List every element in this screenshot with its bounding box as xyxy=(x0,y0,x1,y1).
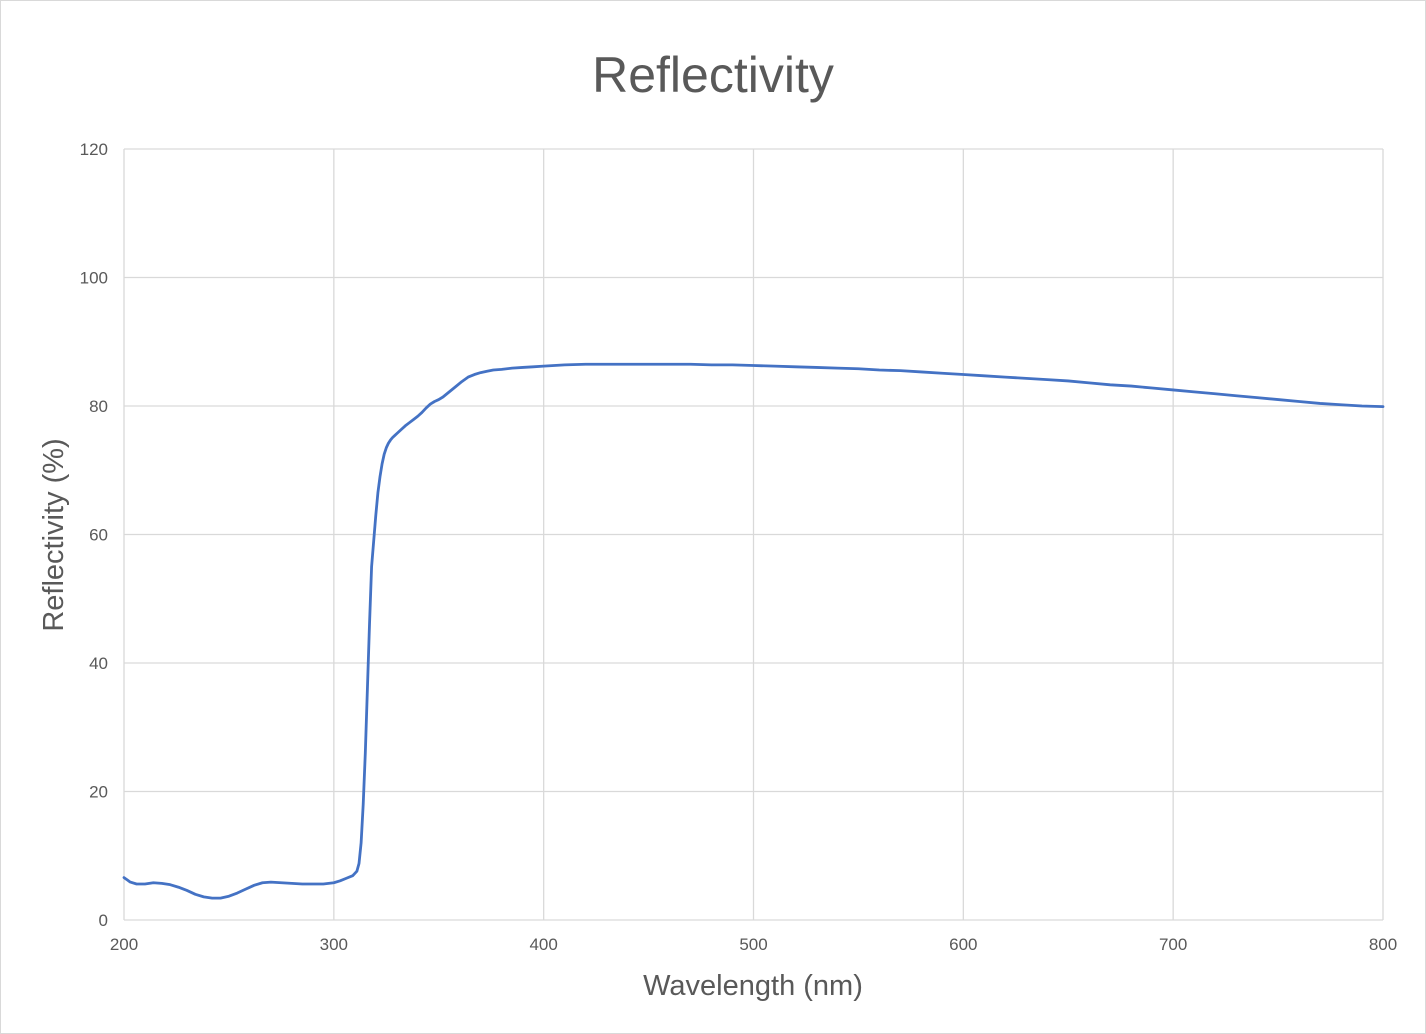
x-axis-title: Wavelength (nm) xyxy=(643,970,863,1002)
y-tick-label: 120 xyxy=(80,140,108,159)
x-tick-label: 700 xyxy=(1159,935,1187,954)
y-tick-label: 40 xyxy=(89,654,108,673)
y-tick-label: 100 xyxy=(80,269,108,288)
x-tick-label: 600 xyxy=(949,935,977,954)
tick-labels: 200 300 400 500 600 700 800 0 20 40 60 80 100 120 xyxy=(80,140,1398,954)
y-tick-label: 80 xyxy=(89,397,108,416)
x-tick-label: 500 xyxy=(739,935,767,954)
y-tick-label: 20 xyxy=(89,783,108,802)
x-tick-label: 800 xyxy=(1369,935,1397,954)
x-tick-label: 300 xyxy=(320,935,348,954)
y-tick-label: 0 xyxy=(99,911,108,930)
chart-title: Reflectivity xyxy=(592,47,834,103)
y-axis-title: Reflectivity (%) xyxy=(38,438,70,631)
grid-lines xyxy=(123,148,1384,921)
x-tick-label: 200 xyxy=(110,935,138,954)
series-layer xyxy=(122,362,1385,900)
x-tick-label: 400 xyxy=(529,935,557,954)
y-tick-label: 60 xyxy=(89,526,108,545)
reflectivity-series-line xyxy=(122,362,1385,900)
